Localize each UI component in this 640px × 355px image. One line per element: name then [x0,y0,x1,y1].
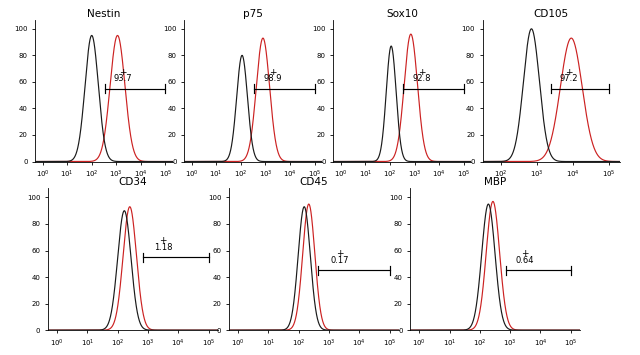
Text: +: + [336,250,344,258]
Text: +: + [418,67,425,77]
Text: 98.9: 98.9 [263,74,282,83]
Text: 93.7: 93.7 [114,74,132,83]
Text: +: + [269,67,276,77]
Text: 97.2: 97.2 [559,74,578,83]
Title: MBP: MBP [484,178,506,187]
Title: CD105: CD105 [534,9,569,19]
Text: +: + [522,250,529,258]
Text: 0.64: 0.64 [516,256,534,265]
Text: 92.8: 92.8 [412,74,431,83]
Text: +: + [120,67,127,77]
Title: p75: p75 [243,9,263,19]
Text: +: + [565,67,573,77]
Text: 1.18: 1.18 [154,243,172,252]
Title: Sox10: Sox10 [387,9,418,19]
Title: Nestin: Nestin [87,9,121,19]
Title: CD34: CD34 [118,178,147,187]
Text: 0.17: 0.17 [331,256,349,265]
Text: +: + [159,236,166,245]
Title: CD45: CD45 [300,178,328,187]
